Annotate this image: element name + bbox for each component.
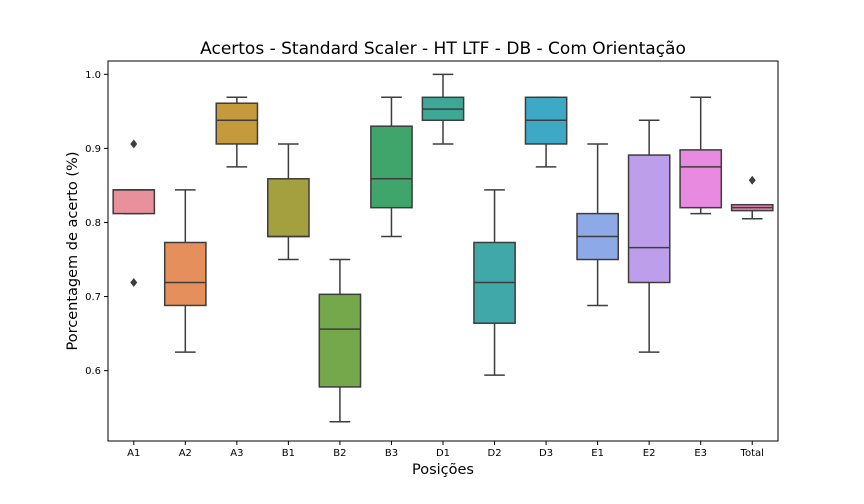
box bbox=[679, 149, 723, 209]
x-tick-label: E3 bbox=[694, 448, 707, 459]
x-tick-label: Total bbox=[740, 448, 764, 459]
x-axis: A1 A2 A3 B1 B2 B3 D1 D2 D3 E1 E2 E3 Total bbox=[127, 441, 764, 459]
box bbox=[215, 102, 259, 145]
outlier-point bbox=[130, 139, 138, 149]
y-tick-label: 0.9 bbox=[85, 144, 101, 155]
box-group bbox=[421, 73, 465, 145]
y-tick-label: 0.8 bbox=[85, 218, 101, 229]
y-axis-label: Porcentagem de acerto (%) bbox=[65, 152, 81, 351]
x-tick-label: E2 bbox=[643, 448, 656, 459]
x-tick-label: A3 bbox=[230, 448, 243, 459]
box bbox=[370, 125, 413, 209]
box-group bbox=[267, 143, 310, 261]
box-group bbox=[730, 175, 774, 220]
box bbox=[318, 293, 362, 388]
box-group bbox=[318, 258, 362, 423]
box bbox=[267, 178, 310, 238]
box bbox=[163, 241, 207, 307]
outlier-point bbox=[130, 277, 138, 288]
y-tick-label: 0.6 bbox=[85, 366, 101, 377]
y-tick-label: 1.0 bbox=[85, 70, 101, 81]
box-group bbox=[524, 96, 568, 168]
box-group bbox=[576, 143, 619, 307]
outlier-point bbox=[748, 175, 756, 185]
box-group bbox=[163, 189, 207, 353]
x-tick-label: D3 bbox=[539, 448, 553, 459]
x-axis-label: Posições bbox=[412, 462, 474, 478]
box bbox=[112, 189, 156, 215]
x-tick-label: A1 bbox=[127, 448, 140, 459]
box-group bbox=[473, 189, 516, 376]
box-group bbox=[679, 96, 723, 215]
x-tick-label: D2 bbox=[488, 448, 502, 459]
x-tick-label: D1 bbox=[436, 448, 450, 459]
y-tick-label: 0.7 bbox=[85, 292, 101, 303]
box bbox=[627, 154, 671, 284]
x-tick-label: E1 bbox=[591, 448, 604, 459]
chart-title: Acertos - Standard Scaler - HT LTF - DB … bbox=[200, 39, 686, 59]
box-group bbox=[627, 119, 671, 353]
plot-area bbox=[112, 73, 774, 423]
box-group bbox=[370, 96, 413, 238]
x-tick-label: B2 bbox=[333, 448, 346, 459]
box-group bbox=[112, 139, 156, 288]
y-axis: 0.6 0.7 0.8 0.9 1.0 bbox=[85, 70, 108, 377]
box-group bbox=[215, 96, 259, 168]
x-tick-label: B1 bbox=[282, 448, 295, 459]
x-tick-label: A2 bbox=[179, 448, 192, 459]
x-tick-label: B3 bbox=[385, 448, 398, 459]
